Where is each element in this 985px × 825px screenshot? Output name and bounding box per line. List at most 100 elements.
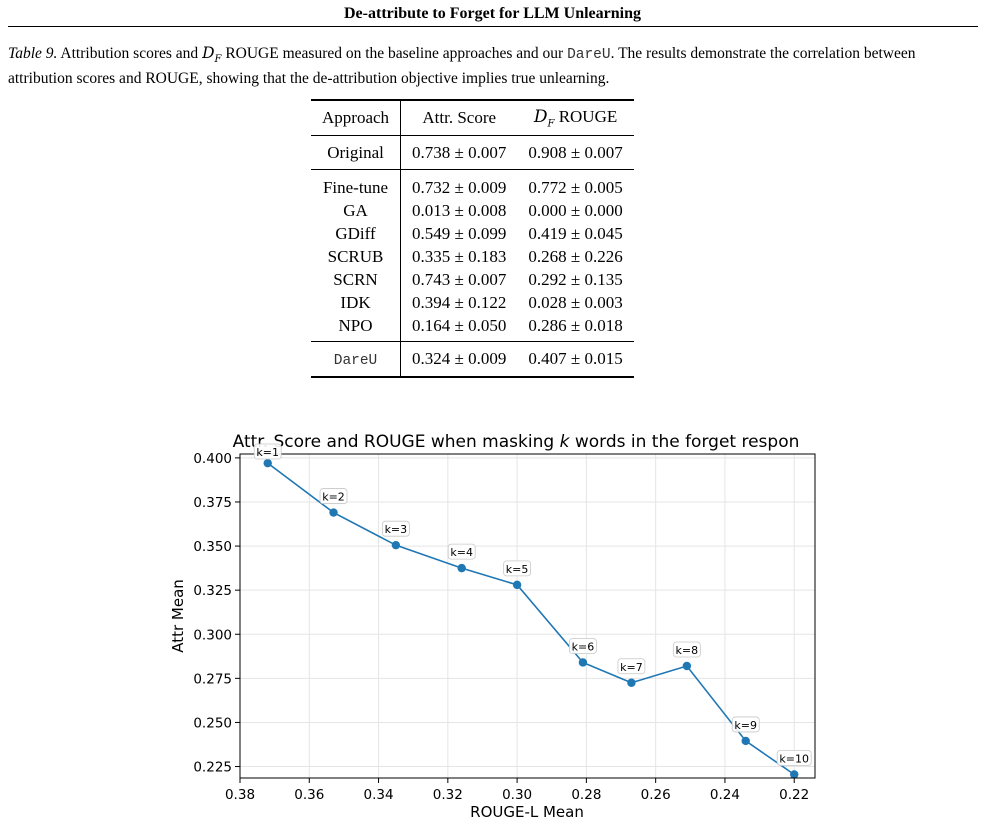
- x-tick-label: 0.34: [364, 787, 394, 803]
- y-axis-label: Attr Mean: [169, 579, 187, 653]
- point-label-box: [319, 488, 348, 504]
- approach-name: GDiff: [311, 222, 402, 245]
- y-tick-label: 0.375: [193, 495, 232, 511]
- x-tick-label: 0.36: [294, 787, 324, 803]
- forget-set-symbol: DF: [533, 106, 555, 130]
- point-label: k=2: [322, 491, 345, 504]
- point-label: k=10: [779, 752, 809, 765]
- point-label: k=9: [734, 719, 757, 732]
- point-label-box: [569, 638, 597, 654]
- data-point: [391, 540, 401, 550]
- x-tick-label: 0.22: [779, 787, 809, 803]
- caption-text-1: Attribution scores and: [60, 45, 199, 62]
- attr-score: 0.738 ± 0.007: [400, 135, 518, 170]
- y-tick-label: 0.350: [193, 539, 232, 555]
- x-axis-label: ROUGE-L Mean: [470, 803, 584, 821]
- table-row-original: Original 0.738 ± 0.007 0.908 ± 0.007: [311, 135, 634, 170]
- x-tick-label: 0.32: [433, 787, 463, 803]
- forget-set-symbol: DF: [202, 44, 222, 66]
- table-row: SCRN 0.743 ± 0.007 0.292 ± 0.135: [311, 268, 634, 291]
- chart-grid: [239, 454, 815, 778]
- attr-score: 0.743 ± 0.007: [412, 269, 507, 289]
- y-tick-label: 0.300: [193, 627, 232, 643]
- rouge-score: 0.292 ± 0.135: [528, 269, 623, 289]
- point-label-box: [253, 443, 282, 460]
- point-label-box: [617, 658, 646, 675]
- x-tick-label: 0.28: [571, 787, 601, 803]
- point-label: k=3: [385, 523, 408, 536]
- header-rouge: DF ROUGE: [533, 106, 618, 130]
- approach-name: DareU: [311, 341, 402, 378]
- point-label: k=1: [256, 446, 279, 459]
- rouge-score: 0.286 ± 0.018: [517, 314, 634, 342]
- table-row: NPO 0.164 ± 0.050 0.286 ± 0.018: [311, 314, 634, 342]
- point-label-box: [672, 641, 701, 658]
- point-label: k=5: [506, 563, 529, 576]
- rouge-score: 0.908 ± 0.007: [517, 135, 634, 170]
- point-label: k=4: [450, 546, 473, 559]
- attr-score: 0.732 ± 0.009: [412, 177, 507, 197]
- table-row-dareu: DareU 0.324 ± 0.009 0.407 ± 0.015: [311, 341, 634, 378]
- data-point: [329, 508, 338, 517]
- table-row: GDiff 0.549 ± 0.099 0.419 ± 0.045: [311, 222, 634, 245]
- table-row: GA 0.013 ± 0.008 0.000 ± 0.000: [311, 199, 634, 222]
- series-line: [267, 462, 795, 776]
- point-label-box: [776, 750, 812, 766]
- point-label-box: [447, 543, 476, 560]
- approach-name: Fine-tune: [311, 169, 402, 199]
- attr-score: 0.549 ± 0.099: [412, 223, 507, 243]
- y-tick-label: 0.250: [193, 715, 232, 731]
- data-point: [457, 563, 466, 573]
- y-tick-label: 0.400: [193, 451, 232, 467]
- table-row: Fine-tune 0.732 ± 0.009 0.772 ± 0.005: [311, 169, 634, 199]
- attr-score: 0.013 ± 0.008: [412, 200, 507, 220]
- header-approach: Approach: [311, 100, 402, 136]
- plot-frame: [239, 453, 816, 779]
- results-table: Approach Attr. Score DF ROUGE Original 0…: [311, 99, 634, 378]
- caption-label: Table 9.: [8, 45, 58, 62]
- attr-score: 0.164 ± 0.050: [400, 314, 518, 342]
- approach-name: SCRN: [311, 268, 402, 291]
- caption-text-3: . The results demonstrate the correlatio…: [8, 45, 916, 88]
- point-label: k=7: [620, 661, 643, 674]
- attr-score: 0.394 ± 0.122: [412, 292, 507, 312]
- point-label-box: [503, 560, 532, 577]
- rouge-score: 0.028 ± 0.003: [528, 292, 623, 312]
- data-point: [512, 580, 522, 590]
- header-attr-score: Attr. Score: [422, 108, 497, 127]
- chart-title: Attr. Score and ROUGE when masking k wor…: [233, 432, 800, 452]
- chart-ticks: 0.38 0.36 0.34 0.32 0.30 0.28 0.26 0.24 0.22 0.40…: [193, 451, 809, 803]
- approach-name: IDK: [311, 291, 402, 314]
- rouge-score: 0.407 ± 0.015: [517, 341, 634, 378]
- rouge-score: 0.000 ± 0.000: [528, 200, 623, 220]
- approach-name: SCRUB: [311, 245, 402, 268]
- data-point: [578, 658, 588, 667]
- x-tick-label: 0.26: [641, 787, 671, 803]
- y-tick-label: 0.275: [193, 671, 232, 687]
- point-label-box: [381, 520, 410, 537]
- table-row: IDK 0.394 ± 0.122 0.028 ± 0.003: [311, 291, 634, 314]
- approach-name: NPO: [311, 314, 402, 342]
- chart-series: [263, 458, 799, 779]
- x-tick-label: 0.30: [502, 787, 532, 803]
- y-tick-label: 0.325: [193, 583, 232, 599]
- data-point: [263, 458, 272, 468]
- table-caption: Table 9. Attribution scores and DF ROUGE…: [8, 44, 983, 88]
- approach-name: GA: [311, 199, 402, 222]
- rouge-score: 0.419 ± 0.045: [528, 223, 623, 243]
- x-tick-label: 0.38: [225, 787, 255, 803]
- attr-score: 0.324 ± 0.009: [400, 341, 518, 378]
- approach-name: Original: [311, 135, 402, 170]
- point-label: k=8: [676, 644, 699, 657]
- x-tick-label: 0.24: [710, 787, 740, 803]
- chart-point-labels: k=1 k=2 k=3 k=4 k=5 k=6 k=7 k=8 k=9 k=10: [253, 443, 812, 766]
- data-point: [682, 661, 692, 671]
- table-header-row: Approach Attr. Score DF ROUGE: [311, 100, 634, 136]
- running-title: De-attribute to Forget for LLM Unlearnin…: [344, 5, 641, 22]
- point-label-box: [731, 716, 760, 733]
- attr-score: 0.335 ± 0.183: [412, 246, 507, 266]
- caption-text-2: ROUGE measured on the baseline approache…: [225, 45, 564, 62]
- rouge-score: 0.772 ± 0.005: [528, 177, 623, 197]
- point-label: k=6: [572, 640, 595, 653]
